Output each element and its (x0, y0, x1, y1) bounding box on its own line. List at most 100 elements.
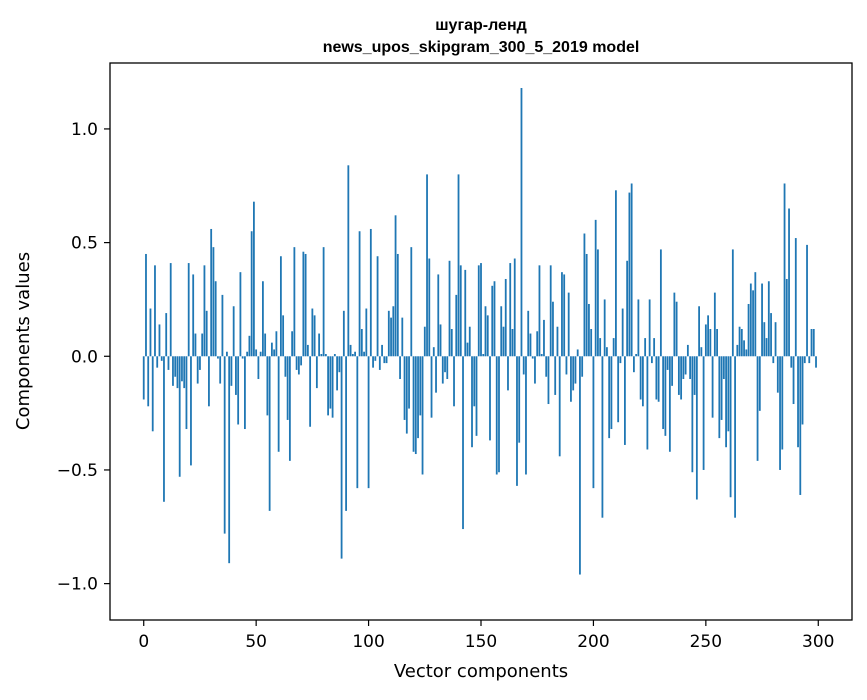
bar-9 (163, 356, 165, 502)
bar-142 (462, 356, 464, 530)
bar-24 (196, 356, 199, 384)
bar-234 (668, 356, 671, 452)
bar-214 (624, 356, 626, 445)
bar-248 (700, 347, 703, 357)
bar-164 (511, 329, 514, 357)
bar-254 (713, 292, 716, 357)
bar-135 (446, 356, 449, 380)
bar-270 (749, 283, 752, 357)
y-axis-label: Components values (13, 252, 34, 430)
bar-183 (554, 356, 557, 395)
bar-49 (253, 201, 255, 357)
bar-159 (500, 306, 503, 357)
bar-100 (367, 356, 370, 489)
bar-249 (702, 356, 705, 470)
bar-21 (190, 356, 192, 466)
bar-13 (172, 356, 174, 386)
bar-186 (561, 272, 563, 357)
bar-184 (556, 326, 559, 357)
bar-238 (677, 356, 680, 395)
bar-188 (565, 356, 568, 375)
bar-103 (374, 356, 377, 361)
bar-272 (754, 272, 757, 357)
bar-198 (588, 303, 590, 357)
bar-168 (520, 88, 523, 357)
bar-290 (794, 238, 797, 357)
bar-147 (473, 356, 476, 407)
bar-247 (698, 306, 700, 357)
bar-132 (439, 324, 442, 357)
bar-0 (142, 356, 145, 400)
bar-192 (574, 356, 577, 384)
bar-112 (394, 215, 397, 357)
bar-7 (158, 324, 161, 357)
x-tick-label: 300 (802, 632, 834, 652)
bar-292 (799, 356, 802, 495)
x-tick-label: 50 (245, 632, 267, 652)
bar-1 (145, 253, 147, 357)
bar-94 (354, 351, 356, 357)
bar-253 (711, 356, 714, 418)
bar-226 (650, 356, 653, 364)
bar-268 (745, 349, 748, 357)
bar-161 (504, 278, 507, 357)
bar-281 (774, 322, 777, 357)
bar-75 (311, 308, 314, 357)
bar-30 (210, 228, 213, 357)
bar-209 (612, 338, 615, 357)
bar-119 (410, 247, 413, 357)
bar-175 (536, 331, 539, 357)
bar-15 (176, 356, 179, 389)
bar-297 (810, 329, 813, 357)
bar-256 (718, 356, 721, 439)
bar-3 (149, 308, 152, 357)
bar-137 (450, 329, 453, 357)
bar-237 (675, 301, 678, 357)
bar-146 (471, 356, 473, 448)
bar-50 (255, 349, 258, 357)
bar-97 (360, 329, 363, 357)
bar-37 (226, 351, 228, 357)
x-tick-label: 0 (138, 632, 149, 652)
bar-227 (653, 338, 656, 357)
bar-278 (767, 281, 770, 357)
bar-18 (183, 356, 186, 389)
x-tick-label: 250 (690, 632, 722, 652)
bar-87 (338, 356, 341, 373)
bar-243 (689, 356, 692, 380)
bar-221 (639, 356, 642, 400)
bar-11 (167, 356, 170, 370)
bar-258 (722, 356, 725, 380)
bar-236 (673, 292, 676, 357)
bar-25 (199, 356, 201, 370)
bar-20 (187, 263, 190, 357)
bar-206 (606, 347, 608, 357)
bar-144 (466, 342, 469, 357)
bar-261 (729, 356, 732, 498)
bar-26 (201, 333, 204, 357)
bar-246 (695, 356, 698, 500)
bar-34 (219, 356, 222, 384)
bar-51 (257, 356, 260, 380)
bar-42 (237, 356, 240, 425)
bar-180 (547, 356, 550, 405)
bar-79 (320, 354, 323, 357)
bar-285 (783, 183, 786, 357)
bar-73 (306, 344, 309, 357)
bar-108 (385, 356, 388, 364)
bar-131 (437, 274, 440, 357)
bar-293 (801, 356, 804, 425)
bar-129 (432, 347, 435, 357)
bar-219 (635, 354, 638, 357)
bar-109 (387, 310, 390, 357)
bar-41 (235, 356, 237, 395)
bar-117 (405, 356, 408, 434)
bar-90 (345, 356, 347, 511)
bar-74 (309, 356, 312, 427)
bar-241 (684, 356, 687, 375)
bar-231 (662, 356, 665, 430)
bar-63 (284, 356, 287, 377)
bar-173 (531, 356, 534, 359)
